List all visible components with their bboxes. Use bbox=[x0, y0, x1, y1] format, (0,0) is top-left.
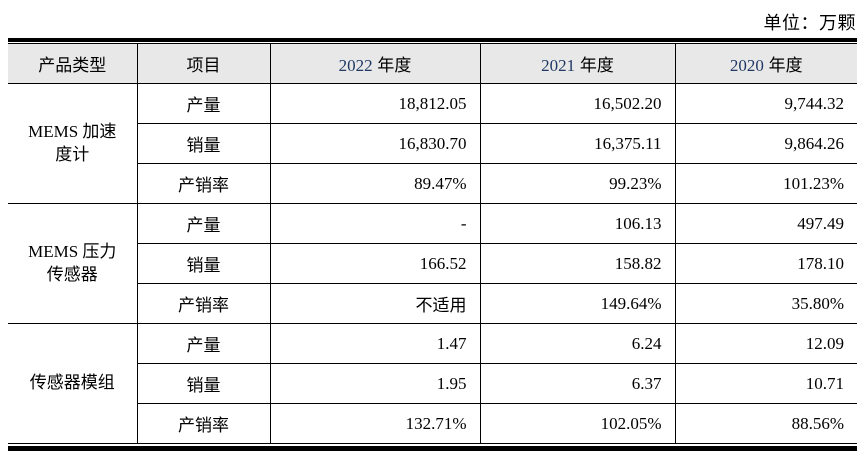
value-2021-cell: 99.23% bbox=[479, 163, 676, 204]
year-2022-number: 2022 bbox=[338, 56, 373, 75]
item-cell: 产销率 bbox=[136, 283, 271, 324]
value-2021-cell: 6.37 bbox=[479, 363, 676, 404]
value-2020-cell: 88.56% bbox=[674, 403, 857, 444]
category-cell-sensor-module: 传感器模组 bbox=[8, 323, 138, 444]
value-2020-cell: 101.23% bbox=[674, 163, 857, 204]
table-row: 传感器模组 产量 1.47 6.24 12.09 bbox=[8, 323, 857, 444]
table-row: 产销率 132.71% 102.05% 88.56% bbox=[8, 403, 857, 444]
header-item: 项目 bbox=[136, 43, 271, 84]
value-2021-cell: 106.13 bbox=[479, 203, 676, 244]
value-2022-cell: 1.95 bbox=[269, 363, 481, 404]
value-2021-cell: 16,375.11 bbox=[479, 123, 676, 164]
item-cell: 销量 bbox=[136, 243, 271, 284]
value-2022-cell: 1.47 bbox=[269, 323, 481, 364]
production-sales-table: 产品类型 项目 2022 年度 2021 年度 2020 年度 MEMS 加速 度计 … bbox=[8, 43, 857, 444]
year-2020-suffix: 年度 bbox=[768, 56, 803, 75]
item-cell: 产量 bbox=[136, 323, 271, 364]
table-top-rule bbox=[8, 38, 857, 42]
year-2020-number: 2020 bbox=[729, 56, 764, 75]
value-2022-cell: 89.47% bbox=[269, 163, 481, 204]
table-row: MEMS 压力 传感器 产量 - 106.13 497.49 bbox=[8, 203, 857, 324]
table-row: 产销率 不适用 149.64% 35.80% bbox=[8, 283, 857, 324]
value-2022-cell: 16,830.70 bbox=[269, 123, 481, 164]
header-year-2020: 2020 年度 bbox=[674, 43, 857, 84]
value-2022-cell: 132.71% bbox=[269, 403, 481, 444]
value-2021-cell: 16,502.20 bbox=[479, 83, 676, 124]
category-cell-mems-pressure-sensor: MEMS 压力 传感器 bbox=[8, 203, 138, 324]
item-cell: 销量 bbox=[136, 363, 271, 404]
item-cell: 产销率 bbox=[136, 163, 271, 204]
item-cell: 产量 bbox=[136, 83, 271, 124]
item-cell: 产销率 bbox=[136, 403, 271, 444]
value-2020-cell: 178.10 bbox=[674, 243, 857, 284]
value-2022-cell: - bbox=[269, 203, 481, 244]
value-2020-cell: 10.71 bbox=[674, 363, 857, 404]
table-row: MEMS 加速 度计 产量 18,812.05 16,502.20 9,744.… bbox=[8, 83, 857, 204]
item-cell: 产量 bbox=[136, 203, 271, 244]
value-2020-cell: 35.80% bbox=[674, 283, 857, 324]
year-2021-number: 2021 bbox=[541, 56, 576, 75]
header-year-2022: 2022 年度 bbox=[269, 43, 481, 84]
year-2021-suffix: 年度 bbox=[579, 56, 614, 75]
header-row: 产品类型 项目 2022 年度 2021 年度 2020 年度 bbox=[8, 43, 857, 84]
header-year-2021: 2021 年度 bbox=[479, 43, 676, 84]
value-2021-cell: 158.82 bbox=[479, 243, 676, 284]
value-2020-cell: 9,864.26 bbox=[674, 123, 857, 164]
value-2020-cell: 12.09 bbox=[674, 323, 857, 364]
value-2021-cell: 6.24 bbox=[479, 323, 676, 364]
item-cell: 销量 bbox=[136, 123, 271, 164]
unit-label: 单位：万颗 bbox=[763, 13, 856, 33]
table-row: 销量 1.95 6.37 10.71 bbox=[8, 363, 857, 404]
value-2021-cell: 149.64% bbox=[479, 283, 676, 324]
value-2022-cell: 18,812.05 bbox=[269, 83, 481, 124]
value-2020-cell: 497.49 bbox=[674, 203, 857, 244]
value-2022-cell: 166.52 bbox=[269, 243, 481, 284]
value-2020-cell: 9,744.32 bbox=[674, 83, 857, 124]
value-2021-cell: 102.05% bbox=[479, 403, 676, 444]
value-2022-cell: 不适用 bbox=[269, 283, 481, 324]
category-cell-mems-accelerometer: MEMS 加速 度计 bbox=[8, 83, 138, 204]
table-bottom-rule bbox=[8, 446, 857, 451]
table-row: 销量 16,830.70 16,375.11 9,864.26 bbox=[8, 123, 857, 164]
year-2022-suffix: 年度 bbox=[377, 56, 412, 75]
header-product-type: 产品类型 bbox=[8, 43, 138, 84]
